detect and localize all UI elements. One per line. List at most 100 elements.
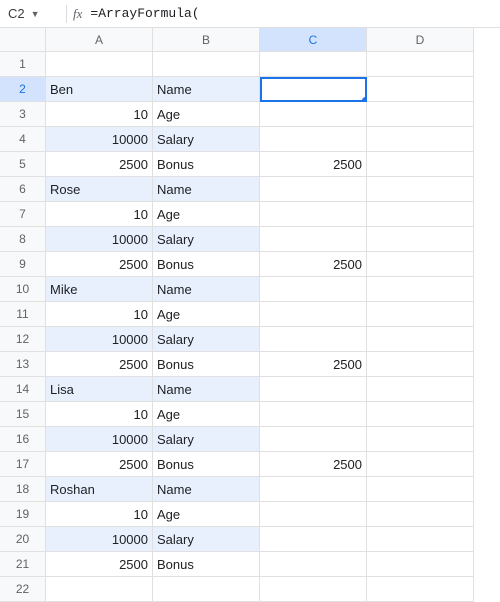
cell-A20[interactable]: 10000: [46, 527, 153, 552]
row-header-18[interactable]: 18: [0, 477, 46, 502]
row-header-16[interactable]: 16: [0, 427, 46, 452]
cell-A15[interactable]: 10: [46, 402, 153, 427]
cell-B21[interactable]: Bonus: [153, 552, 260, 577]
column-header-A[interactable]: A: [46, 28, 153, 52]
cell-D19[interactable]: [367, 502, 474, 527]
cell-B4[interactable]: Salary: [153, 127, 260, 152]
row-header-4[interactable]: 4: [0, 127, 46, 152]
cell-A4[interactable]: 10000: [46, 127, 153, 152]
cell-D14[interactable]: [367, 377, 474, 402]
cell-A6[interactable]: Rose: [46, 177, 153, 202]
cell-D18[interactable]: [367, 477, 474, 502]
cell-B9[interactable]: Bonus: [153, 252, 260, 277]
cell-C7[interactable]: [260, 202, 367, 227]
cell-D13[interactable]: [367, 352, 474, 377]
cell-A22[interactable]: [46, 577, 153, 602]
row-header-1[interactable]: 1: [0, 52, 46, 77]
row-header-20[interactable]: 20: [0, 527, 46, 552]
row-header-8[interactable]: 8: [0, 227, 46, 252]
column-header-C[interactable]: C: [260, 28, 367, 52]
cell-C2[interactable]: [260, 77, 367, 102]
cell-B20[interactable]: Salary: [153, 527, 260, 552]
cell-A19[interactable]: 10: [46, 502, 153, 527]
cell-C1[interactable]: [260, 52, 367, 77]
column-header-B[interactable]: B: [153, 28, 260, 52]
cell-B15[interactable]: Age: [153, 402, 260, 427]
row-header-6[interactable]: 6: [0, 177, 46, 202]
cell-D2[interactable]: [367, 77, 474, 102]
cell-A2[interactable]: Ben: [46, 77, 153, 102]
fill-handle[interactable]: [362, 97, 367, 102]
row-header-19[interactable]: 19: [0, 502, 46, 527]
cell-C17[interactable]: 2500: [260, 452, 367, 477]
name-box[interactable]: C2 ▼: [0, 6, 60, 21]
cell-A18[interactable]: Roshan: [46, 477, 153, 502]
cell-C18[interactable]: [260, 477, 367, 502]
cell-B1[interactable]: [153, 52, 260, 77]
cell-A8[interactable]: 10000: [46, 227, 153, 252]
cell-D5[interactable]: [367, 152, 474, 177]
cell-D21[interactable]: [367, 552, 474, 577]
cell-C10[interactable]: [260, 277, 367, 302]
cell-D9[interactable]: [367, 252, 474, 277]
cell-C15[interactable]: [260, 402, 367, 427]
cell-B3[interactable]: Age: [153, 102, 260, 127]
cell-B2[interactable]: Name: [153, 77, 260, 102]
cell-A17[interactable]: 2500: [46, 452, 153, 477]
cell-A5[interactable]: 2500: [46, 152, 153, 177]
row-header-9[interactable]: 9: [0, 252, 46, 277]
cell-D12[interactable]: [367, 327, 474, 352]
cell-A21[interactable]: 2500: [46, 552, 153, 577]
cell-D3[interactable]: [367, 102, 474, 127]
cell-D8[interactable]: [367, 227, 474, 252]
row-header-21[interactable]: 21: [0, 552, 46, 577]
cell-B18[interactable]: Name: [153, 477, 260, 502]
cell-A11[interactable]: 10: [46, 302, 153, 327]
cell-D17[interactable]: [367, 452, 474, 477]
cell-A12[interactable]: 10000: [46, 327, 153, 352]
name-box-dropdown-icon[interactable]: ▼: [31, 9, 40, 19]
cell-B5[interactable]: Bonus: [153, 152, 260, 177]
row-header-2[interactable]: 2: [0, 77, 46, 102]
cell-C6[interactable]: [260, 177, 367, 202]
cell-C16[interactable]: [260, 427, 367, 452]
cell-B8[interactable]: Salary: [153, 227, 260, 252]
cell-A1[interactable]: [46, 52, 153, 77]
cell-C8[interactable]: [260, 227, 367, 252]
row-header-5[interactable]: 5: [0, 152, 46, 177]
cell-B12[interactable]: Salary: [153, 327, 260, 352]
cell-C14[interactable]: [260, 377, 367, 402]
formula-input[interactable]: =ArrayFormula(: [90, 6, 500, 21]
cell-C21[interactable]: [260, 552, 367, 577]
cell-B22[interactable]: [153, 577, 260, 602]
row-header-17[interactable]: 17: [0, 452, 46, 477]
column-header-D[interactable]: D: [367, 28, 474, 52]
cell-A9[interactable]: 2500: [46, 252, 153, 277]
cell-B6[interactable]: Name: [153, 177, 260, 202]
row-header-11[interactable]: 11: [0, 302, 46, 327]
cell-D10[interactable]: [367, 277, 474, 302]
cell-C13[interactable]: 2500: [260, 352, 367, 377]
row-header-7[interactable]: 7: [0, 202, 46, 227]
row-header-10[interactable]: 10: [0, 277, 46, 302]
cell-B13[interactable]: Bonus: [153, 352, 260, 377]
cell-C12[interactable]: [260, 327, 367, 352]
cell-A13[interactable]: 2500: [46, 352, 153, 377]
cell-D11[interactable]: [367, 302, 474, 327]
cell-C5[interactable]: 2500: [260, 152, 367, 177]
row-header-13[interactable]: 13: [0, 352, 46, 377]
cell-B10[interactable]: Name: [153, 277, 260, 302]
select-all-corner[interactable]: [0, 28, 46, 52]
row-header-3[interactable]: 3: [0, 102, 46, 127]
cell-D16[interactable]: [367, 427, 474, 452]
row-header-14[interactable]: 14: [0, 377, 46, 402]
cell-D20[interactable]: [367, 527, 474, 552]
cell-A7[interactable]: 10: [46, 202, 153, 227]
cell-B7[interactable]: Age: [153, 202, 260, 227]
row-header-15[interactable]: 15: [0, 402, 46, 427]
cell-D22[interactable]: [367, 577, 474, 602]
row-header-22[interactable]: 22: [0, 577, 46, 602]
cell-D7[interactable]: [367, 202, 474, 227]
cell-A3[interactable]: 10: [46, 102, 153, 127]
cell-B17[interactable]: Bonus: [153, 452, 260, 477]
